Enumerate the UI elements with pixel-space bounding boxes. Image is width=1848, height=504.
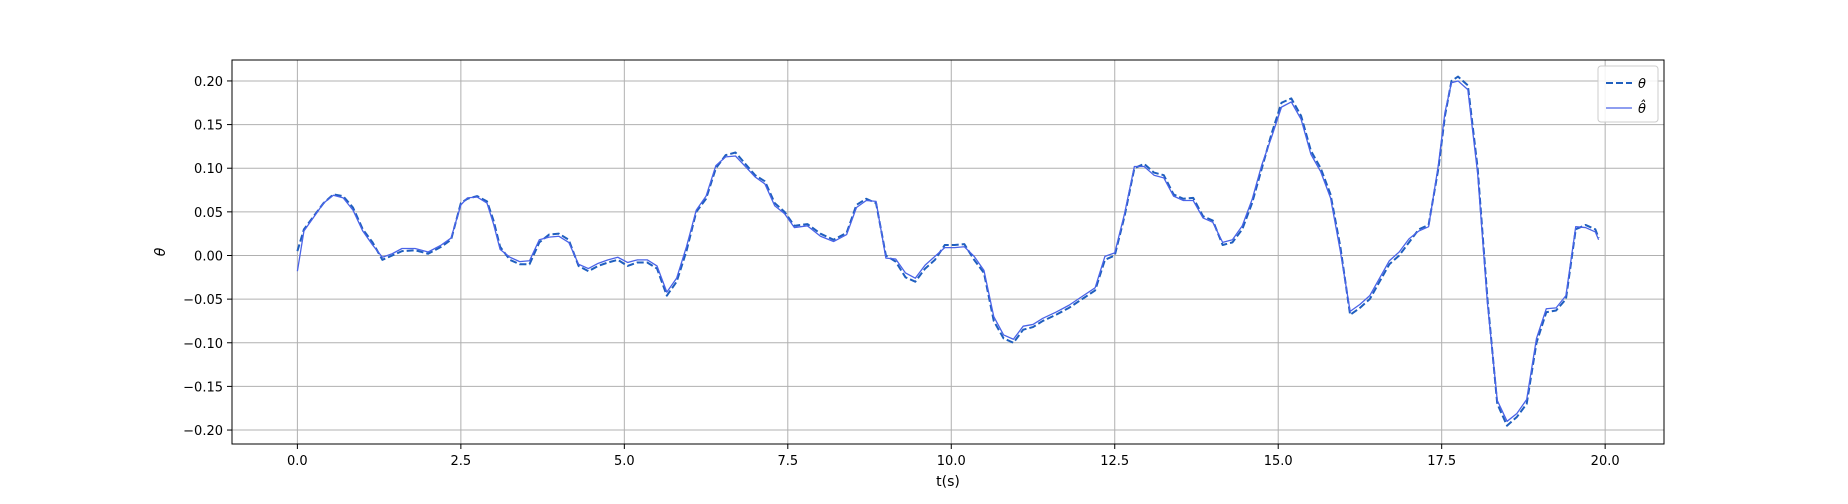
y-tick-label: 0.05 <box>194 206 223 221</box>
y-tick-label: 0.20 <box>194 75 223 90</box>
grid <box>232 60 1664 444</box>
legend-label: θ <box>1638 77 1646 92</box>
y-tick-label: 0.00 <box>194 249 223 264</box>
y-tick-label: 0.15 <box>194 119 223 134</box>
x-tick-label: 5.0 <box>614 454 635 469</box>
legend-box <box>1597 65 1659 123</box>
x-tick-label: 10.0 <box>937 454 966 469</box>
axis-ticks: 0.0 2.5 5.0 7.5 10.0 12.5 15.0 17.5 20.0 −0.20 −0.… <box>183 75 1619 469</box>
x-tick-label: 7.5 <box>777 454 798 469</box>
y-tick-label: −0.20 <box>183 424 223 439</box>
x-tick-label: 2.5 <box>451 454 472 469</box>
x-tick-label: 15.0 <box>1264 454 1293 469</box>
x-axis-label: t(s) <box>936 474 960 490</box>
legend: θ θ̂ <box>1597 65 1659 123</box>
legend-label: θ̂ <box>1638 100 1646 117</box>
series-lines <box>296 75 1600 427</box>
plot-frame <box>231 59 1665 445</box>
y-tick-label: 0.10 <box>194 162 223 177</box>
series-line-theta-hat <box>296 80 1600 422</box>
x-tick-label: 20.0 <box>1591 454 1620 469</box>
y-axis-label: θ <box>153 247 169 256</box>
y-tick-label: −0.15 <box>183 380 223 395</box>
x-tick-label: 17.5 <box>1427 454 1456 469</box>
y-tick-label: −0.05 <box>183 293 223 308</box>
x-tick-label: 0.0 <box>287 454 308 469</box>
y-tick-label: −0.10 <box>183 337 223 352</box>
x-tick-label: 12.5 <box>1100 454 1129 469</box>
series-line-theta <box>296 75 1600 427</box>
